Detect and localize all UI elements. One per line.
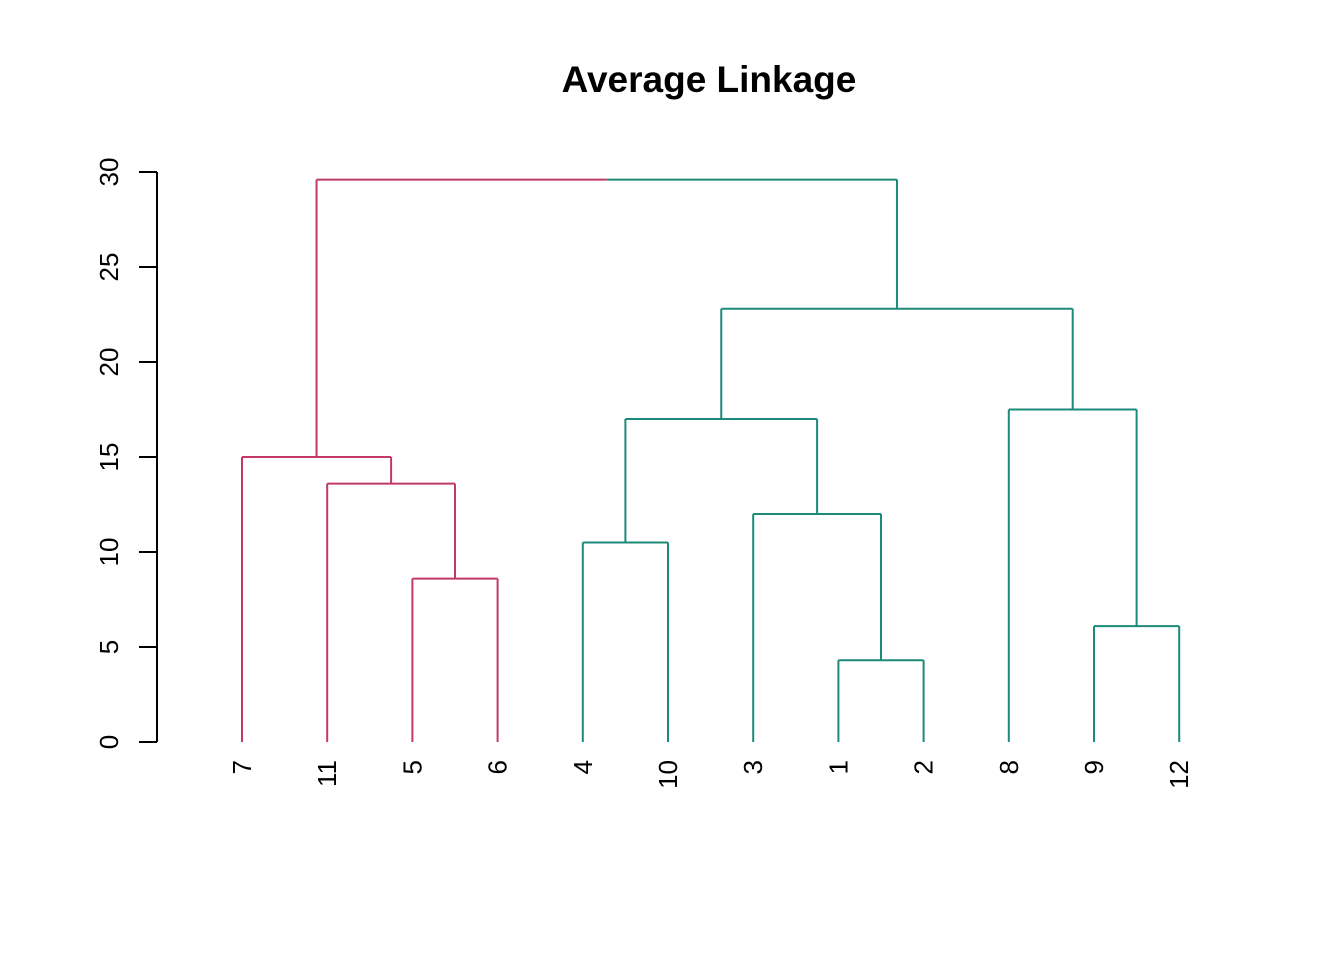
leaf-label: 1 [823, 760, 853, 774]
y-tick-label: 15 [94, 443, 124, 472]
y-tick-label: 10 [94, 538, 124, 567]
leaf-label: 4 [568, 760, 598, 774]
leaf-label: 5 [397, 760, 427, 774]
chart-title: Average Linkage [562, 59, 857, 100]
leaf-label: 12 [1164, 760, 1194, 789]
leaf-label: 10 [653, 760, 683, 789]
y-axis: 0 5 10 15 20 25 30 [94, 158, 158, 749]
leaf-label: 6 [483, 760, 513, 774]
leaf-label: 7 [227, 760, 257, 774]
dendrogram-branches [241, 178, 1181, 742]
leaf-label: 11 [312, 760, 342, 787]
leaf-label: 2 [909, 760, 939, 774]
leaf-labels: 7 11 5 6 4 10 3 1 2 8 9 12 [227, 760, 1194, 789]
y-tick-label: 5 [94, 640, 124, 654]
leaf-label: 3 [738, 760, 768, 774]
leaf-label: 8 [994, 760, 1024, 774]
y-tick-label: 20 [94, 348, 124, 377]
leaf-label: 9 [1079, 760, 1109, 774]
y-tick-label: 30 [94, 158, 124, 187]
y-tick-label: 0 [94, 735, 124, 749]
y-tick-label: 25 [94, 253, 124, 282]
